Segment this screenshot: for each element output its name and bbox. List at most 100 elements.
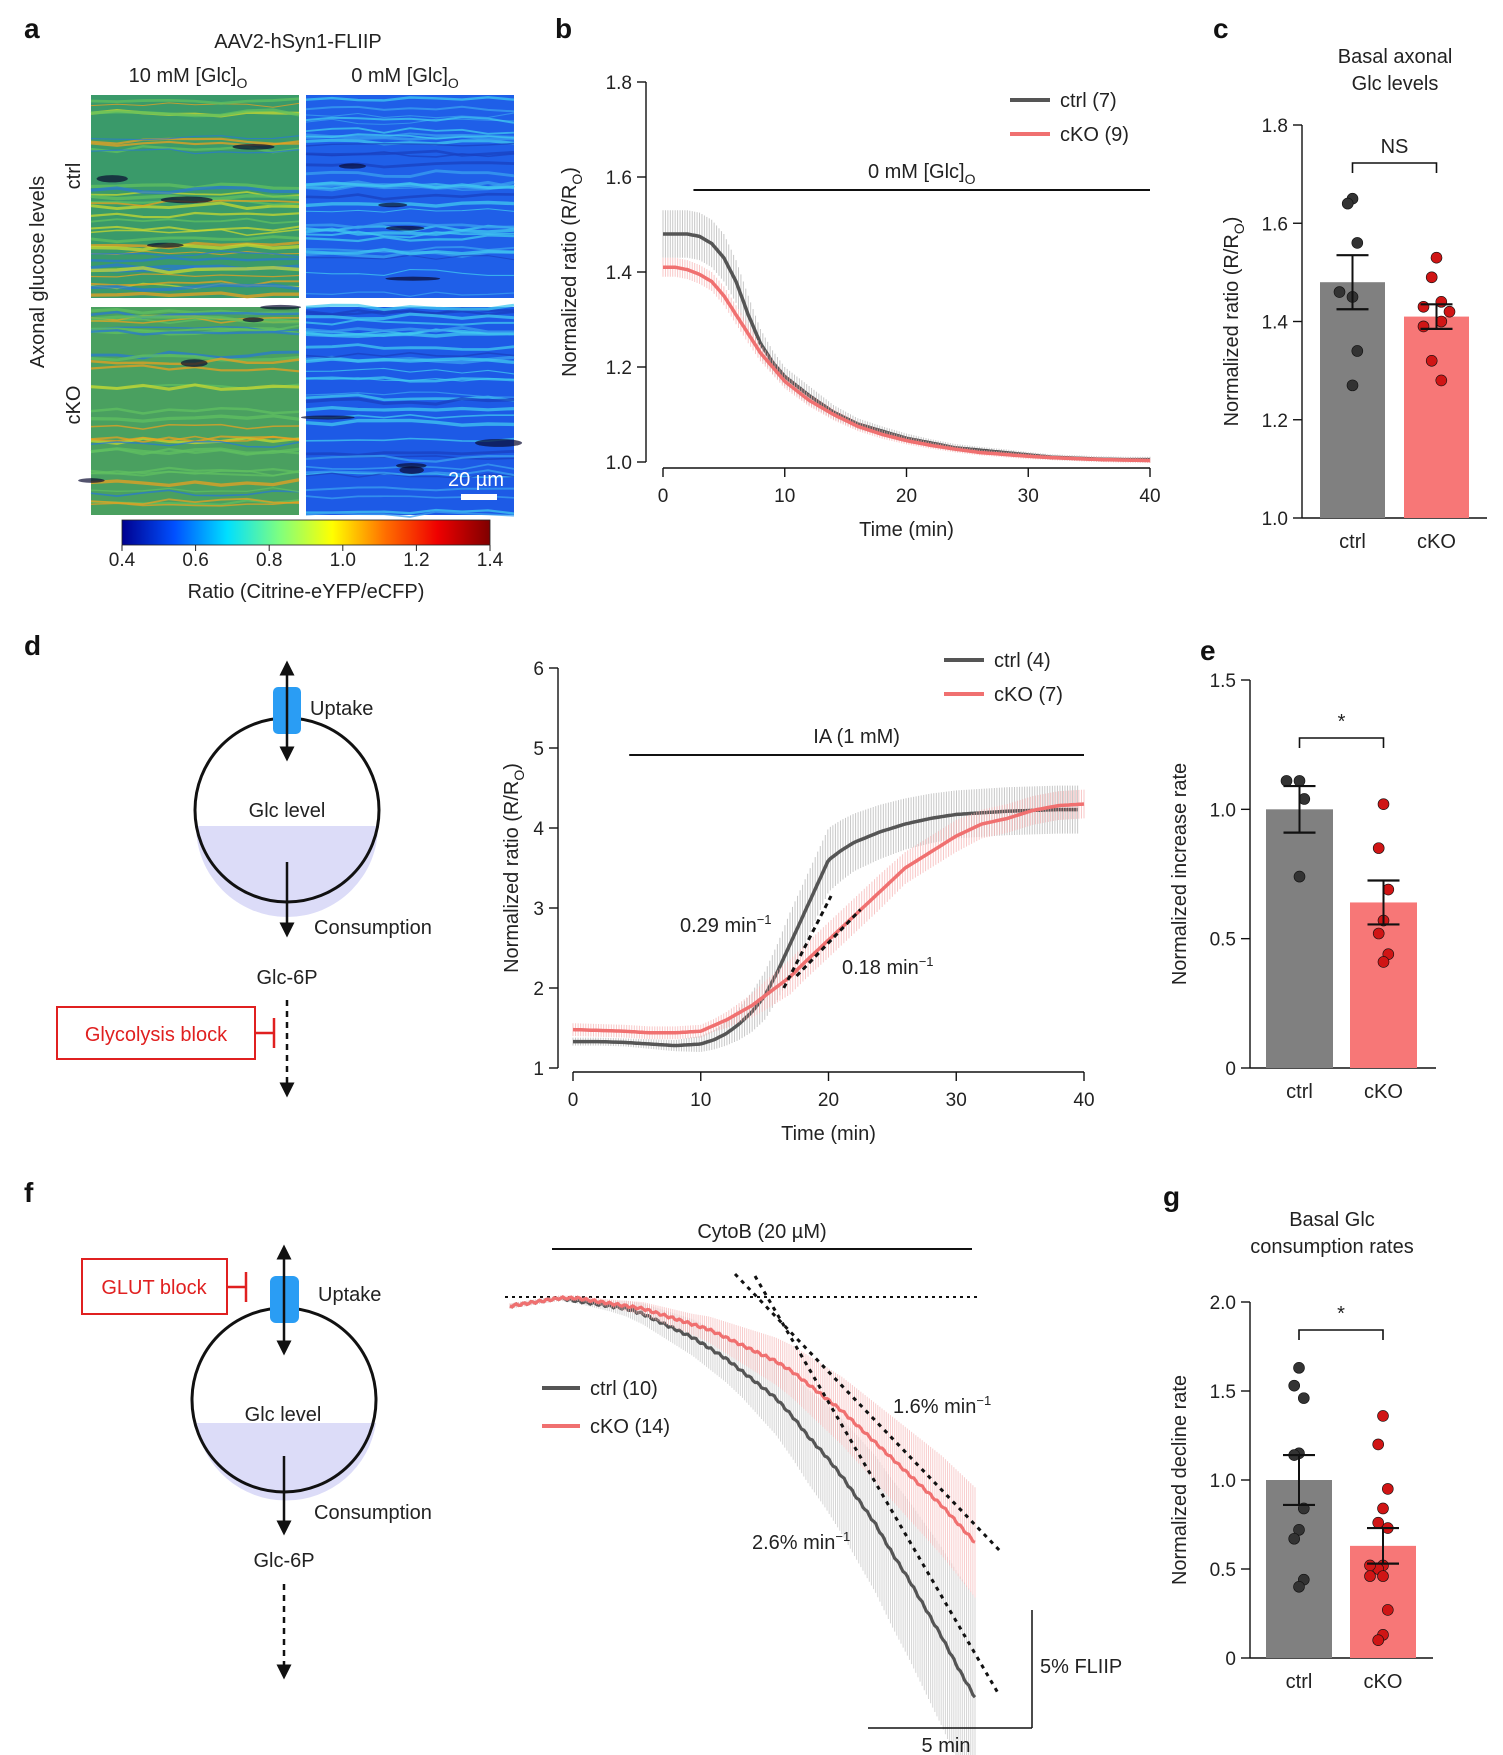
axon-streak <box>90 242 300 252</box>
data-point <box>1364 1570 1376 1582</box>
data-point <box>1341 197 1354 210</box>
colorbar-tick-label: 0.8 <box>256 550 282 571</box>
axon-streak <box>305 391 515 398</box>
data-point <box>1298 1392 1310 1404</box>
axon-streak <box>305 234 515 243</box>
axon-streak <box>90 440 300 448</box>
data-point <box>1435 374 1448 387</box>
axon-streak <box>90 329 300 336</box>
axon-streak <box>305 367 515 375</box>
axon-streak <box>90 406 300 415</box>
x-axis-label: Time (min) <box>781 1123 876 1145</box>
col-label-10mm-text: 10 mM [Glc] <box>129 65 237 87</box>
fit-line-cko <box>733 1272 1004 1555</box>
micrograph-background <box>306 307 514 515</box>
axon-streak <box>90 364 300 373</box>
scale-bar <box>461 494 497 500</box>
data-point <box>1280 775 1293 787</box>
data-point <box>1293 870 1306 883</box>
y-axis-label: Normalized increase rate <box>1169 763 1191 985</box>
axon-streak <box>305 310 515 317</box>
chart-title-line1: Basal Glc <box>1289 1209 1375 1231</box>
axon-streak <box>305 486 515 492</box>
data-point <box>1372 927 1385 940</box>
data-point <box>1382 1483 1394 1495</box>
series-line <box>663 265 1151 463</box>
axon-streak <box>305 449 515 457</box>
axon-streak <box>90 235 300 244</box>
axon-streak <box>305 405 515 412</box>
data-point <box>1377 1502 1389 1515</box>
y-axis-label-close: ) <box>1221 217 1243 224</box>
series-line <box>509 1295 977 1699</box>
data-point <box>1293 1581 1305 1593</box>
legend-label: cKO (7) <box>994 684 1063 706</box>
col-label-10mm: 10 mM [Glc]O <box>129 65 248 91</box>
axon-streak <box>305 149 515 157</box>
legend-label: ctrl (4) <box>994 650 1051 672</box>
category-label: cKO <box>1364 1671 1403 1693</box>
subscript: O <box>965 171 976 187</box>
row-axis-label: Axonal glucose levels <box>27 176 49 368</box>
dark-gap <box>385 225 425 231</box>
dark-gap <box>232 144 275 150</box>
significance-bracket <box>1351 162 1438 173</box>
x-tick-label: 10 <box>774 486 795 507</box>
data-point <box>1293 775 1306 787</box>
micrograph-tile <box>305 95 515 298</box>
significance-label: * <box>1338 711 1346 733</box>
axon-streak <box>90 423 300 430</box>
dark-gap <box>180 359 208 367</box>
panel-d-chart: 1 2 3 4 5 6 0 10 20 30 40 Time (min) Normalized rati… <box>501 650 1095 1145</box>
slope-value: 2.6% min <box>752 1532 835 1554</box>
panel-g-chart: 0 0.5 1.0 1.5 2.0 Normalized decline rate Basa… <box>1169 1209 1433 1693</box>
axon-streak <box>90 273 300 278</box>
y-axis-label-close: ) <box>559 167 581 174</box>
slope-value: 0.29 min <box>680 915 757 937</box>
series-cko <box>662 257 1151 463</box>
treatment-label: 0 mM [Glc]O <box>868 161 976 187</box>
data-point <box>1293 1362 1305 1374</box>
series-line <box>572 802 1085 1035</box>
series-ctrl <box>509 1295 977 1755</box>
significance-bracket <box>1298 1329 1384 1340</box>
axon-streak <box>90 383 300 391</box>
axon-streak <box>90 497 300 506</box>
slope-superscript: −1 <box>835 1529 850 1544</box>
slope-value: 0.18 min <box>842 957 919 979</box>
axon-streak <box>90 135 300 141</box>
significance-bracket <box>1298 737 1385 748</box>
data-point <box>1346 379 1359 392</box>
data-point <box>1333 286 1346 298</box>
series-ctrl <box>662 210 1151 463</box>
axon-streak <box>90 256 300 263</box>
axon-streak <box>305 230 515 239</box>
data-point <box>1417 320 1430 333</box>
y-axis-label-text: Normalized ratio (R/R <box>501 781 523 973</box>
axon-streak <box>305 510 515 518</box>
legend-label: ctrl (7) <box>1060 90 1117 112</box>
panel-b-chart: 1.0 1.2 1.4 1.6 1.8 0 10 20 30 40 Time (min) Normal… <box>559 73 1161 541</box>
subscript-o: O <box>236 75 247 91</box>
y-axis-label-text: Normalized increase rate <box>1169 763 1191 985</box>
legend-label: cKO (9) <box>1060 124 1129 146</box>
colorbar-tick-label: 1.0 <box>330 550 356 571</box>
slope-superscript: −1 <box>976 1393 991 1408</box>
data-point <box>1351 237 1364 249</box>
x-tick-label: 40 <box>1139 486 1160 507</box>
dark-gap <box>338 163 366 169</box>
axon-streak <box>90 487 300 493</box>
axon-streak <box>305 318 514 326</box>
slope-label: 1.6% min−1 <box>893 1393 991 1418</box>
axon-streak <box>305 357 515 365</box>
slope-value: 1.6% min <box>893 1396 976 1418</box>
series-line <box>573 807 1078 1048</box>
data-point <box>1293 1524 1305 1536</box>
colorbar-tick-label: 1.4 <box>477 550 504 571</box>
data-point <box>1372 1634 1384 1646</box>
axon-streak <box>90 469 300 477</box>
dark-gap <box>260 304 302 310</box>
y-axis-label: Normalized decline rate <box>1169 1375 1191 1585</box>
panel-letter-g: g <box>1163 1181 1180 1212</box>
glc6p-label: Glc-6P <box>253 1550 314 1572</box>
